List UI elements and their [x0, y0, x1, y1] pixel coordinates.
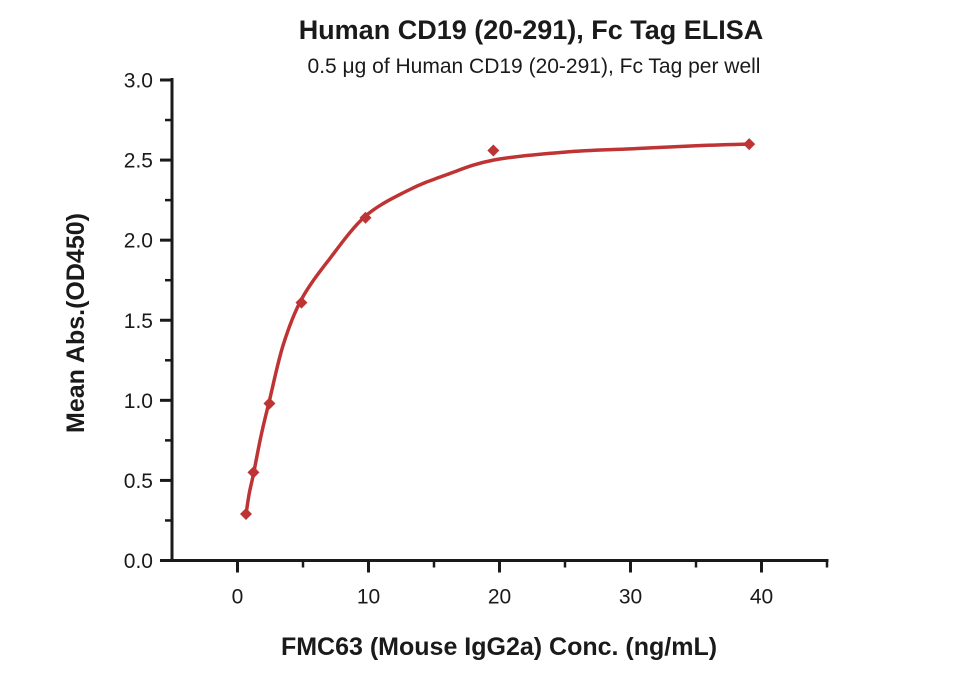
- axis-tick-labels: 0.0 0.5 1.0 1.5 2.0 2.5 3.0 0 10 20 30 40: [124, 70, 773, 609]
- y-tick-label: 0.5: [124, 470, 153, 493]
- data-point: [263, 397, 276, 410]
- x-tick-label: 20: [488, 586, 511, 609]
- x-tick-label: 30: [619, 586, 642, 609]
- axis-ticks: [160, 78, 829, 573]
- fit-curve: [244, 142, 751, 516]
- y-tick-label: 2.5: [124, 150, 153, 173]
- data-point: [487, 144, 500, 157]
- data-point: [240, 508, 253, 521]
- data-point: [295, 296, 308, 309]
- data-point: [247, 466, 260, 479]
- y-tick-label: 2.0: [124, 230, 153, 253]
- chart-title: Human CD19 (20-291), Fc Tag ELISA: [299, 15, 764, 45]
- chart-subtitle: 0.5 μg of Human CD19 (20-291), Fc Tag pe…: [308, 55, 761, 78]
- x-tick-label: 10: [357, 586, 380, 609]
- x-tick-label: 0: [232, 586, 244, 609]
- data-series: [240, 138, 756, 521]
- x-axis-label: FMC63 (Mouse IgG2a) Conc. (ng/mL): [281, 633, 717, 661]
- y-axis-label: Mean Abs.(OD450): [62, 213, 90, 433]
- y-tick-label: 1.0: [124, 390, 153, 413]
- x-tick-label: 40: [750, 586, 773, 609]
- y-tick-label: 0.0: [124, 550, 153, 573]
- axes: [170, 78, 829, 562]
- y-tick-label: 1.5: [124, 310, 153, 333]
- y-tick-label: 3.0: [124, 70, 153, 93]
- data-point: [743, 138, 756, 151]
- data-point: [359, 211, 372, 224]
